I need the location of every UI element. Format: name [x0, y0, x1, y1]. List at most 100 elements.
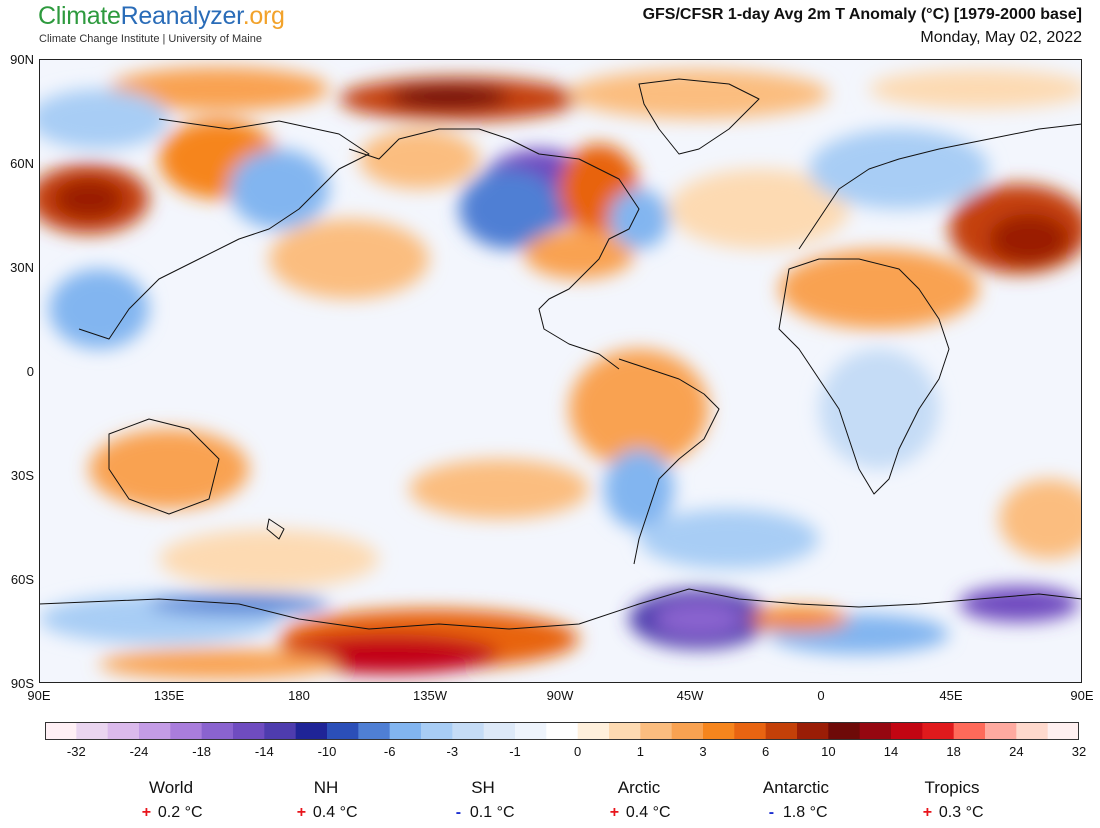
stat-sh-sign: -	[455, 804, 462, 821]
map-frame	[39, 59, 1082, 683]
lat-label-60s: 60S	[10, 572, 34, 587]
lon-label-90e-left: 90E	[27, 688, 51, 703]
colorbar-swatch	[765, 722, 798, 740]
colorbar-swatch	[170, 722, 203, 740]
colorbar-swatch	[922, 722, 955, 740]
colorbar-swatch	[358, 722, 391, 740]
colorbar-tick-label: -14	[254, 744, 274, 759]
stat-sh: SH - 0.1 °C	[403, 778, 563, 822]
lat-label-60n: 60N	[10, 156, 34, 171]
stat-tropics-value: + 0.3 °C	[872, 804, 1032, 822]
colorbar-swatch	[201, 722, 234, 740]
lon-label-90w: 90W	[546, 688, 574, 703]
stat-sh-value: - 0.1 °C	[403, 804, 563, 822]
colorbar-tick-label: 10	[821, 744, 836, 759]
stat-antarctic-value: - 1.8 °C	[716, 804, 876, 822]
colorbar-swatch	[327, 722, 359, 740]
stat-antarctic-number: 1.8 °C	[782, 804, 828, 821]
stat-nh-name: NH	[313, 778, 339, 797]
colorbar-swatch	[671, 722, 704, 740]
lat-label-90n: 90N	[10, 52, 34, 67]
colorbar-swatch	[797, 722, 829, 740]
colorbar-swatch	[609, 722, 641, 740]
lon-label-135e: 135E	[153, 688, 185, 703]
stat-nh-sign: +	[296, 804, 307, 821]
stat-tropics-name: Tropics	[924, 778, 980, 797]
colorbar-swatch	[577, 722, 610, 740]
colorbar-swatch	[483, 722, 516, 740]
lon-label-45w: 45W	[676, 688, 704, 703]
colorbar-swatch	[264, 722, 297, 740]
lat-label-30s: 30S	[10, 468, 34, 483]
colorbar	[45, 722, 1079, 740]
colorbar-tick-label: 32	[1071, 744, 1087, 759]
stat-arctic-name: Arctic	[617, 778, 661, 797]
colorbar-tick-label: 18	[946, 744, 961, 759]
brand-logo[interactable]: ClimateReanalyzer.org	[38, 2, 285, 31]
coastlines	[39, 78, 1082, 630]
stat-world-number: 0.2 °C	[157, 804, 203, 821]
stat-world-value: + 0.2 °C	[91, 804, 251, 822]
colorbar-tick-label: 6	[762, 744, 770, 759]
colorbar-swatch	[953, 722, 986, 740]
stat-antarctic: Antarctic - 1.8 °C	[716, 778, 876, 822]
colorbar-swatch	[452, 722, 485, 740]
colorbar-swatch	[1016, 722, 1049, 740]
stat-tropics: Tropics + 0.3 °C	[872, 778, 1032, 822]
colorbar-swatch	[828, 722, 861, 740]
stat-arctic-sign: +	[609, 804, 620, 821]
lon-label-45e: 45E	[939, 688, 963, 703]
stat-world: World + 0.2 °C	[91, 778, 251, 822]
colorbar-tick-label: -32	[66, 744, 86, 759]
colorbar-swatch	[295, 722, 328, 740]
colorbar-tick-label: 3	[699, 744, 707, 759]
brand-subtitle: Climate Change Institute | University of…	[39, 33, 262, 45]
colorbar-swatch	[640, 722, 673, 740]
colorbar-swatch	[859, 722, 892, 740]
colorbar-swatch	[891, 722, 923, 740]
colorbar-tick-label: -10	[317, 744, 337, 759]
lon-label-90e-right: 90E	[1070, 688, 1094, 703]
colorbar-swatch	[734, 722, 767, 740]
map-title: GFS/CFSR 1-day Avg 2m T Anomaly (°C) [19…	[642, 6, 1082, 23]
lat-label-30n: 30N	[10, 260, 34, 275]
colorbar-tick-label: 14	[883, 744, 899, 759]
colorbar-tick-label: -18	[192, 744, 212, 759]
colorbar-tick-label: -6	[383, 744, 396, 759]
colorbar-swatch	[76, 722, 109, 740]
colorbar-swatch	[139, 722, 171, 740]
stat-arctic-number: 0.4 °C	[625, 804, 671, 821]
stat-sh-name: SH	[471, 778, 495, 797]
stat-tropics-sign: +	[922, 804, 933, 821]
stat-nh-value: + 0.4 °C	[246, 804, 406, 822]
brand-part-climate: Climate	[38, 2, 121, 30]
map-date: Monday, May 02, 2022	[920, 29, 1082, 46]
lat-label-90s: 90S	[10, 676, 34, 691]
colorbar-swatch	[389, 722, 422, 740]
colorbar-tick-label: 1	[636, 744, 644, 759]
lat-label-0: 0	[26, 364, 34, 379]
stat-nh-number: 0.4 °C	[312, 804, 358, 821]
lon-label-135w: 135W	[413, 688, 447, 703]
stat-antarctic-sign: -	[768, 804, 775, 821]
stat-world-sign: +	[141, 804, 152, 821]
colorbar-swatch	[233, 722, 265, 740]
stat-sh-number: 0.1 °C	[469, 804, 515, 821]
stat-arctic-value: + 0.4 °C	[559, 804, 719, 822]
colorbar-swatch	[45, 722, 77, 740]
brand-part-reanalyzer: Reanalyzer	[120, 2, 243, 30]
colorbar-tick-label: -1	[509, 744, 521, 759]
colorbar-swatch	[515, 722, 547, 740]
colorbar-swatch	[546, 722, 579, 740]
stat-antarctic-name: Antarctic	[762, 778, 830, 797]
anomaly-map	[39, 59, 1082, 683]
lon-label-180: 180	[288, 688, 310, 703]
colorbar-frame	[45, 722, 1079, 740]
anomaly-field	[39, 67, 1082, 679]
colorbar-tick-label: 24	[1009, 744, 1024, 759]
lon-label-0: 0	[817, 688, 825, 703]
brand-part-org: .org	[242, 2, 285, 30]
colorbar-swatch	[421, 722, 453, 740]
colorbar-swatch	[1047, 722, 1079, 740]
stat-nh: NH + 0.4 °C	[246, 778, 406, 822]
